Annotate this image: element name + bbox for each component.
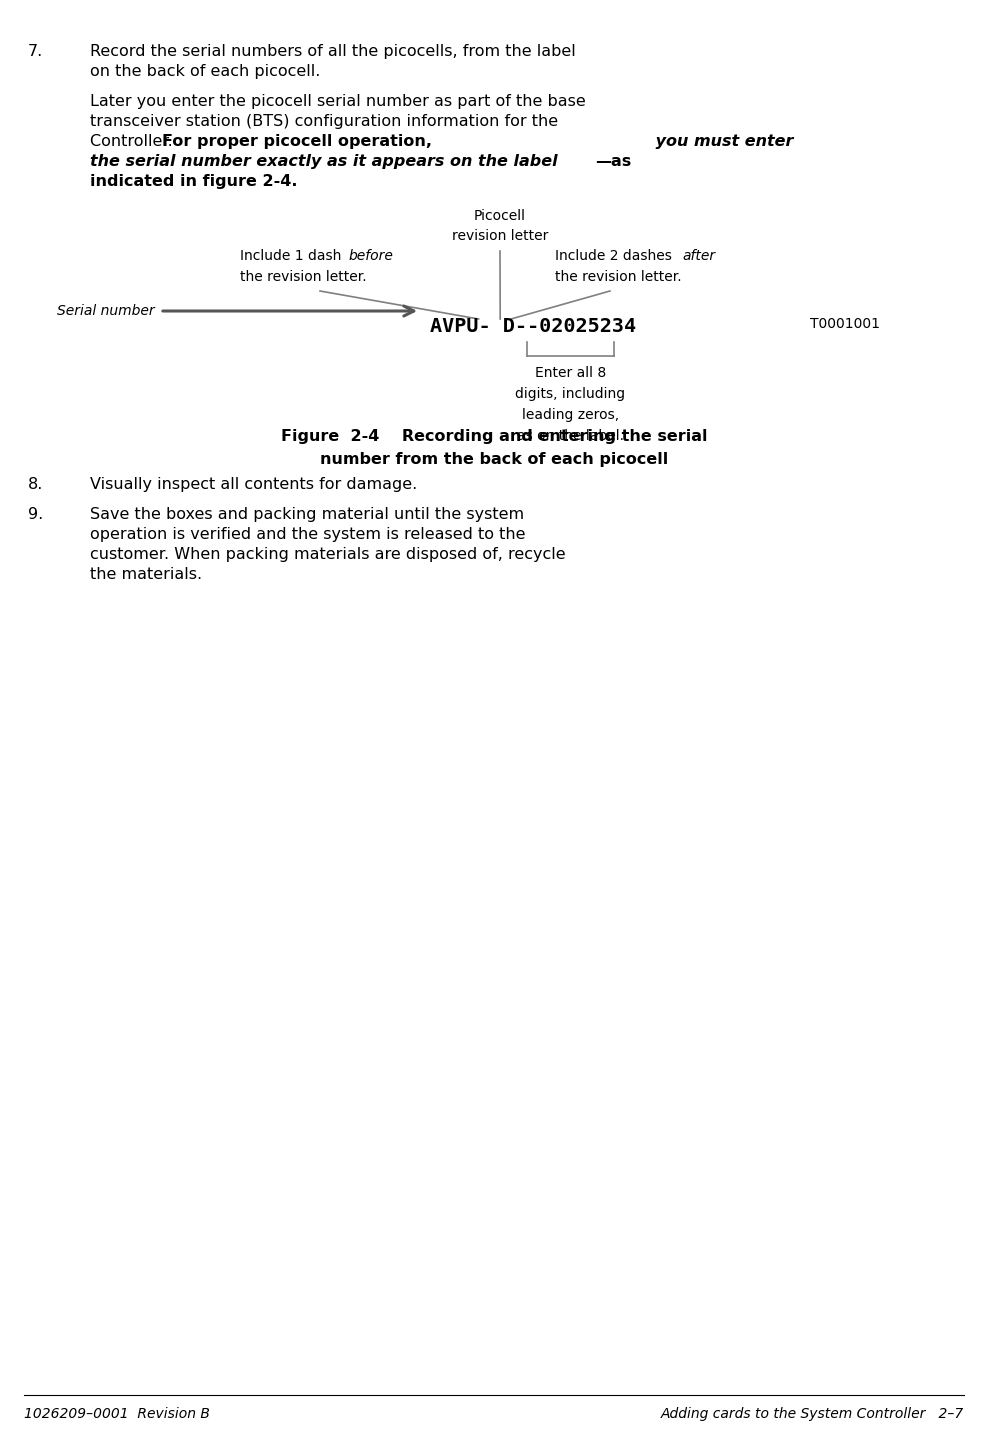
Text: Adding cards to the System Controller   2–7: Adding cards to the System Controller 2–… (661, 1408, 964, 1420)
Text: as on the label.: as on the label. (517, 429, 623, 443)
Text: indicated in figure 2-4.: indicated in figure 2-4. (90, 174, 297, 189)
Text: AVPU- D--02025234: AVPU- D--02025234 (430, 317, 636, 336)
Text: 1026209–0001  Revision B: 1026209–0001 Revision B (24, 1408, 209, 1420)
Text: Include 1 dash: Include 1 dash (240, 249, 346, 263)
Text: Serial number: Serial number (57, 304, 155, 319)
Text: For proper picocell operation,: For proper picocell operation, (161, 134, 432, 149)
Text: the revision letter.: the revision letter. (240, 270, 367, 284)
Text: —as: —as (595, 154, 631, 169)
Text: revision letter: revision letter (452, 229, 548, 243)
Text: the revision letter.: the revision letter. (555, 270, 682, 284)
Text: 8.: 8. (28, 477, 43, 492)
Text: the serial number exactly as it appears on the label: the serial number exactly as it appears … (90, 154, 557, 169)
Text: number from the back of each picocell: number from the back of each picocell (320, 452, 668, 467)
Text: customer. When packing materials are disposed of, recycle: customer. When packing materials are dis… (90, 547, 565, 562)
Text: Picocell: Picocell (474, 209, 526, 223)
Text: transceiver station (BTS) configuration information for the: transceiver station (BTS) configuration … (90, 114, 558, 129)
Text: T0001001: T0001001 (810, 317, 880, 332)
Text: the materials.: the materials. (90, 567, 203, 582)
Text: 7.: 7. (28, 44, 43, 59)
Text: after: after (682, 249, 715, 263)
Text: before: before (348, 249, 393, 263)
Text: leading zeros,: leading zeros, (522, 409, 618, 422)
Text: Figure  2-4    Recording and entering the serial: Figure 2-4 Recording and entering the se… (281, 429, 707, 444)
Text: Save the boxes and packing material until the system: Save the boxes and packing material unti… (90, 507, 524, 522)
Text: Later you enter the picocell serial number as part of the base: Later you enter the picocell serial numb… (90, 94, 586, 109)
Text: Enter all 8: Enter all 8 (535, 366, 606, 380)
Text: operation is verified and the system is released to the: operation is verified and the system is … (90, 527, 526, 542)
Text: Include 2 dashes: Include 2 dashes (555, 249, 676, 263)
Text: Visually inspect all contents for damage.: Visually inspect all contents for damage… (90, 477, 417, 492)
Text: digits, including: digits, including (516, 387, 625, 402)
Text: Controller.: Controller. (90, 134, 178, 149)
Text: Record the serial numbers of all the picocells, from the label: Record the serial numbers of all the pic… (90, 44, 576, 59)
Text: 9.: 9. (28, 507, 43, 522)
Text: on the back of each picocell.: on the back of each picocell. (90, 64, 320, 79)
Text: you must enter: you must enter (650, 134, 793, 149)
